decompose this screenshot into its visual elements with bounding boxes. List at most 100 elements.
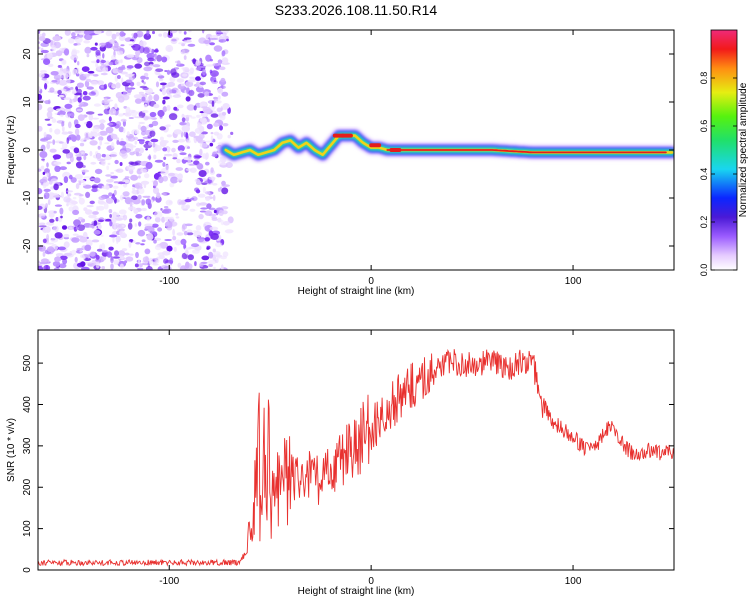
noise-speckle (162, 208, 172, 214)
noise-speckle (153, 180, 158, 187)
noise-speckle (143, 72, 149, 77)
noise-speckle (119, 194, 124, 201)
noise-speckle (212, 183, 218, 186)
noise-speckle (195, 180, 202, 186)
noise-speckle (181, 43, 186, 47)
noise-speckle (202, 30, 205, 34)
noise-speckle (68, 226, 73, 230)
noise-speckle (134, 130, 138, 135)
noise-speckle (59, 255, 68, 260)
noise-speckle (140, 75, 147, 80)
noise-speckle (145, 148, 149, 151)
noise-speckle (43, 192, 50, 200)
noise-speckle (159, 140, 167, 147)
noise-speckle (212, 248, 216, 253)
noise-speckle (116, 238, 119, 244)
noise-speckle (169, 30, 178, 34)
noise-speckle (55, 77, 60, 85)
noise-speckle (127, 136, 136, 142)
noise-speckle (46, 142, 51, 150)
noise-speckle (163, 156, 167, 160)
noise-speckle (159, 82, 167, 86)
noise-speckle (208, 176, 216, 180)
signal-peak-blob-1 (340, 133, 353, 138)
noise-speckle (78, 180, 82, 186)
noise-speckle (75, 183, 80, 190)
noise-speckle (172, 157, 178, 160)
noise-speckle (204, 210, 213, 216)
noise-speckle (99, 123, 105, 130)
noise-speckle (138, 139, 145, 145)
noise-speckle (83, 30, 91, 35)
noise-speckle (101, 243, 106, 251)
noise-speckle (167, 46, 172, 52)
noise-speckle (163, 129, 168, 133)
noise-speckle (195, 60, 201, 66)
noise-speckle (76, 67, 80, 75)
noise-speckle (53, 161, 62, 165)
noise-speckle (186, 104, 196, 111)
noise-speckle (98, 196, 106, 200)
noise-speckle (208, 207, 216, 211)
noise-speckle (129, 151, 135, 156)
noise-speckle (180, 49, 186, 55)
noise-speckle (53, 183, 59, 191)
noise-speckle (162, 31, 168, 38)
noise-speckle (74, 128, 80, 136)
noise-speckle (167, 32, 173, 39)
noise-speckle (124, 176, 130, 179)
noise-speckle (93, 89, 98, 92)
noise-speckle (158, 78, 164, 81)
noise-speckle (99, 42, 107, 46)
noise-speckle (168, 172, 175, 177)
noise-speckle (153, 146, 158, 153)
noise-speckle (64, 30, 71, 36)
noise-speckle (95, 254, 100, 260)
noise-speckle (161, 88, 167, 96)
snr-y-ticks: 0 100 200 300 400 500 (22, 354, 674, 573)
noise-speckle (101, 100, 105, 105)
noise-speckle (114, 159, 119, 165)
noise-speckle (54, 232, 63, 239)
noise-speckle (183, 156, 189, 161)
noise-speckle (189, 131, 196, 137)
noise-speckle (187, 79, 196, 83)
noise-speckle (87, 253, 90, 259)
noise-speckle (116, 137, 120, 142)
noise-speckle (195, 67, 202, 71)
noise-speckle (71, 249, 77, 256)
noise-speckle (182, 73, 188, 77)
noise-speckle (77, 61, 80, 66)
noise-speckle (225, 162, 233, 168)
noise-speckle (152, 30, 155, 35)
y-tick-label: 200 (22, 478, 33, 495)
noise-speckle (86, 121, 93, 129)
noise-speckle (210, 135, 214, 142)
noise-speckle (187, 146, 190, 149)
noise-speckle (201, 255, 210, 261)
noise-speckle (74, 256, 78, 263)
noise-speckle (48, 212, 55, 218)
noise-speckle (160, 208, 163, 211)
noise-speckle (209, 58, 213, 62)
noise-speckle (140, 125, 147, 132)
noise-speckle (47, 63, 54, 67)
noise-speckle (138, 147, 145, 154)
noise-speckle (152, 64, 161, 68)
noise-speckle (103, 83, 108, 90)
noise-speckle (150, 138, 159, 143)
noise-speckle (76, 88, 82, 94)
noise-speckle (168, 200, 173, 204)
noise-speckle (184, 198, 192, 203)
noise-speckle (192, 58, 197, 65)
noise-speckle (137, 267, 144, 270)
noise-speckle (220, 264, 224, 270)
noise-speckle (182, 66, 190, 74)
noise-speckle (124, 252, 130, 256)
noise-speckle (74, 123, 81, 129)
noise-speckle (123, 179, 130, 184)
noise-speckle (217, 95, 221, 100)
